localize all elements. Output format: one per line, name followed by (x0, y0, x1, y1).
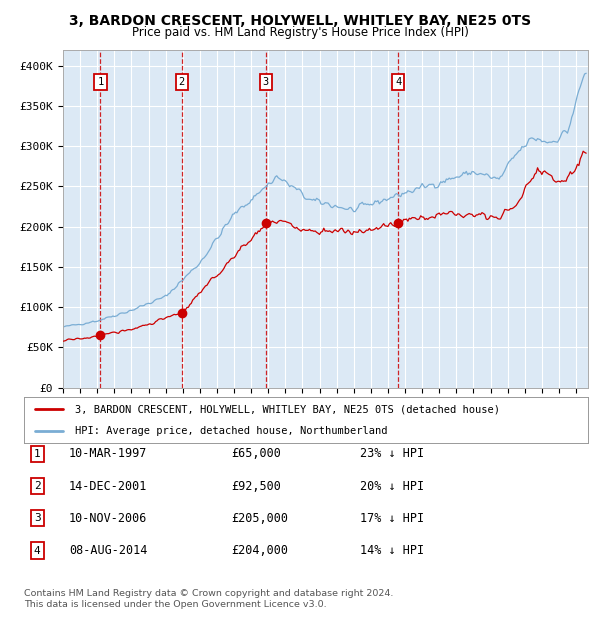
Text: 2: 2 (34, 481, 41, 491)
Text: 20% ↓ HPI: 20% ↓ HPI (360, 480, 424, 492)
Text: 23% ↓ HPI: 23% ↓ HPI (360, 448, 424, 460)
Text: 4: 4 (395, 77, 401, 87)
Text: 3, BARDON CRESCENT, HOLYWELL, WHITLEY BAY, NE25 0TS: 3, BARDON CRESCENT, HOLYWELL, WHITLEY BA… (69, 14, 531, 28)
Text: 10-MAR-1997: 10-MAR-1997 (69, 448, 148, 460)
Text: 1: 1 (34, 449, 41, 459)
Text: 3, BARDON CRESCENT, HOLYWELL, WHITLEY BAY, NE25 0TS (detached house): 3, BARDON CRESCENT, HOLYWELL, WHITLEY BA… (75, 404, 500, 414)
Text: 08-AUG-2014: 08-AUG-2014 (69, 544, 148, 557)
Text: 1: 1 (97, 77, 104, 87)
Text: 14-DEC-2001: 14-DEC-2001 (69, 480, 148, 492)
Text: 17% ↓ HPI: 17% ↓ HPI (360, 512, 424, 525)
Text: 10-NOV-2006: 10-NOV-2006 (69, 512, 148, 525)
Text: £204,000: £204,000 (231, 544, 288, 557)
Text: £205,000: £205,000 (231, 512, 288, 525)
Text: £65,000: £65,000 (231, 448, 281, 460)
Text: Contains HM Land Registry data © Crown copyright and database right 2024.
This d: Contains HM Land Registry data © Crown c… (24, 590, 394, 609)
Text: HPI: Average price, detached house, Northumberland: HPI: Average price, detached house, Nort… (75, 426, 387, 436)
Text: 2: 2 (179, 77, 185, 87)
Text: 14% ↓ HPI: 14% ↓ HPI (360, 544, 424, 557)
Text: Price paid vs. HM Land Registry's House Price Index (HPI): Price paid vs. HM Land Registry's House … (131, 26, 469, 39)
Text: 3: 3 (34, 513, 41, 523)
Text: 3: 3 (263, 77, 269, 87)
Text: £92,500: £92,500 (231, 480, 281, 492)
Text: 4: 4 (34, 546, 41, 556)
